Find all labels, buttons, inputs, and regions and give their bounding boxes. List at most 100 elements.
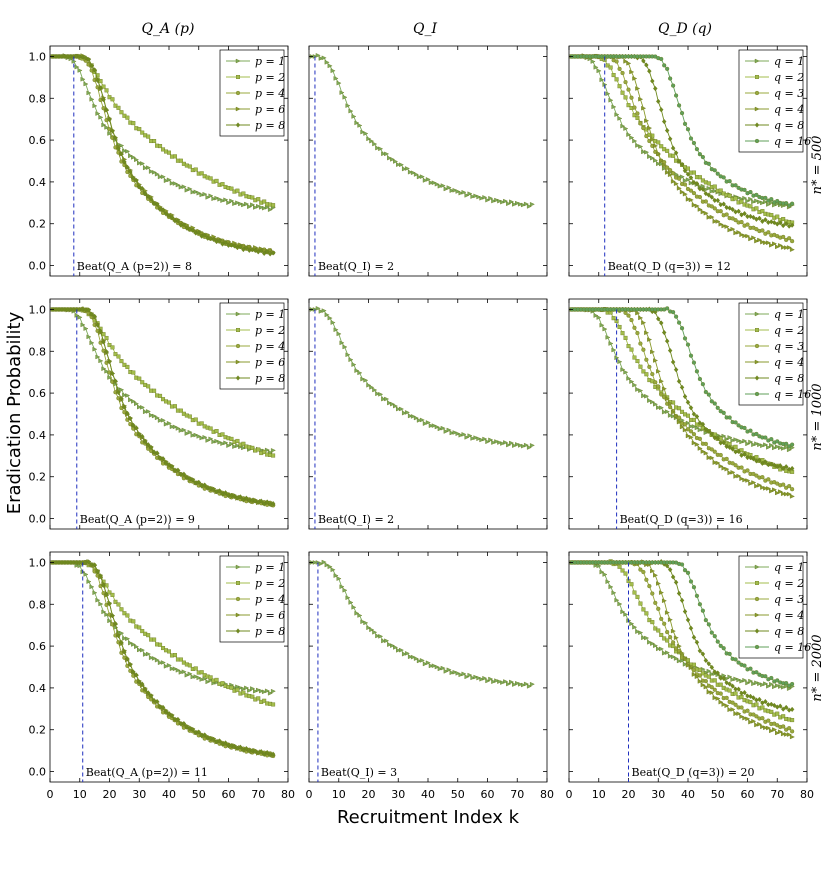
data-point	[431, 423, 437, 428]
data-point	[733, 676, 739, 682]
data-point	[718, 209, 723, 214]
data-point	[77, 559, 83, 566]
legend-box	[738, 555, 804, 659]
legend-label: p = 1	[255, 308, 285, 321]
data-point	[202, 232, 207, 238]
data-point	[161, 397, 166, 402]
data-point	[760, 209, 765, 214]
legend-label: q = 1	[774, 561, 804, 574]
data-point	[769, 437, 774, 442]
data-point	[512, 682, 518, 687]
panel: Beat(Q_I) = 2	[308, 45, 548, 277]
data-point	[694, 147, 700, 152]
data-point	[614, 112, 620, 117]
data-point	[357, 123, 363, 128]
data-point	[733, 463, 738, 468]
data-point	[632, 325, 637, 330]
data-point	[211, 236, 216, 243]
data-point	[662, 650, 667, 656]
data-point	[86, 90, 92, 96]
data-point	[727, 674, 733, 680]
data-point	[509, 440, 515, 446]
data-point	[659, 646, 664, 652]
data-point	[650, 133, 655, 138]
data-point	[107, 601, 112, 607]
data-point	[638, 364, 643, 369]
data-point	[769, 461, 774, 467]
data-point	[769, 701, 774, 707]
data-point	[333, 76, 339, 81]
data-point	[193, 666, 198, 671]
data-point	[772, 241, 778, 247]
legend-marker	[754, 612, 760, 618]
data-point	[434, 181, 440, 187]
data-point	[193, 167, 198, 172]
data-point	[83, 55, 88, 61]
data-point	[396, 406, 402, 412]
data-point	[730, 438, 736, 443]
data-point	[113, 621, 118, 627]
data-point	[685, 399, 691, 405]
data-point	[641, 569, 646, 575]
data-point	[241, 686, 247, 692]
data-point	[95, 354, 101, 360]
data-point	[235, 438, 240, 443]
data-point	[211, 439, 217, 445]
data-point	[256, 203, 262, 209]
data-point	[777, 703, 783, 709]
data-point	[196, 479, 202, 485]
data-point	[104, 612, 110, 617]
data-point	[98, 573, 103, 579]
data-point	[712, 678, 717, 683]
data-point	[703, 441, 708, 446]
data-point	[781, 684, 786, 690]
data-point	[626, 376, 632, 381]
data-point	[667, 617, 673, 623]
data-point	[789, 706, 795, 713]
data-point	[733, 437, 739, 442]
data-point	[772, 445, 778, 451]
data-point	[119, 639, 124, 646]
data-point	[354, 610, 360, 616]
data-point	[700, 421, 706, 427]
data-point	[670, 654, 676, 660]
data-point	[679, 189, 685, 195]
data-point	[402, 410, 407, 416]
data-point	[125, 656, 130, 662]
data-point	[157, 704, 163, 710]
data-point	[402, 166, 407, 172]
x-tick-label: 70	[510, 788, 524, 801]
data-point	[754, 680, 760, 686]
data-point	[754, 198, 760, 204]
data-point	[154, 415, 160, 421]
data-point	[679, 384, 685, 390]
data-point	[410, 170, 416, 176]
data-point	[476, 436, 482, 442]
data-point	[703, 426, 709, 432]
legend-marker	[754, 90, 760, 96]
series-group	[569, 306, 795, 449]
data-point	[706, 215, 712, 220]
data-point	[267, 207, 273, 212]
data-point	[662, 386, 667, 392]
legend-marker	[754, 644, 760, 650]
data-point	[140, 629, 145, 634]
data-point	[101, 366, 107, 372]
data-point	[635, 86, 641, 91]
data-point	[748, 678, 754, 684]
data-point	[521, 682, 526, 688]
data-point	[351, 114, 357, 119]
data-point	[104, 107, 109, 113]
data-point	[202, 732, 207, 738]
data-point	[718, 675, 723, 681]
data-point	[665, 638, 670, 643]
y-tick-label: 0.0	[29, 766, 47, 779]
data-point	[116, 633, 121, 639]
data-point	[59, 559, 65, 566]
data-point	[760, 200, 766, 206]
data-point	[422, 661, 428, 667]
data-point	[769, 219, 774, 225]
data-point	[763, 674, 768, 679]
data-point	[632, 382, 638, 388]
data-point	[428, 180, 434, 186]
